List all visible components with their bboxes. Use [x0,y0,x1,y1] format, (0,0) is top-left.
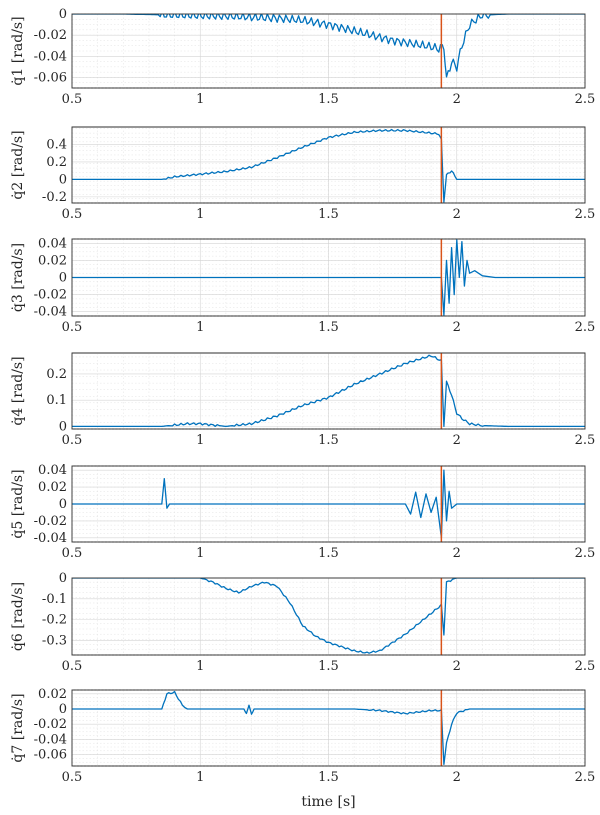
subplot-1: 0 -0.02 -0.04 -0.06 0.5 1 1.5 2 2.5 q̇1 [rad/s] [10,7,595,107]
x-tick-label: 2 [453,433,461,448]
y-tick-label: 0.2 [46,367,67,382]
y-tick-label: 0.04 [38,236,67,251]
x-tick-label: 0.5 [62,207,83,222]
y-tick-label: 0.02 [38,480,67,495]
y-tick-label: 0.4 [46,137,67,152]
y-tick-label: 0 [59,571,67,586]
subplot-3: 0.04 0.02 0 -0.02 -0.040.5 1 1.5 2 2.5 q̇3 [rad/s… [10,236,595,335]
y-tick-label: 0 [59,271,67,286]
x-tick-label: 1 [196,770,204,785]
y-tick-label: -0.1 [42,592,67,607]
x-tick-label: 1.5 [318,659,339,674]
x-tick-label: 0.5 [62,320,83,335]
x-tick-label: 2 [453,92,461,107]
y-axis-label: q̇5 [rad/s] [10,469,26,538]
subplot-6: 0 -0.1 -0.2 -0.3 0.5 1 1.5 2 2.5 q̇6 [rad/s] [10,571,595,674]
subplot-7: 0.020-0.02-0.04-0.06 0.5 1 1.5 2 2.5 q̇7 [rad/… [10,687,595,785]
y-tick-label: 0 [59,7,67,22]
x-tick-label: 2.5 [575,320,596,335]
y-tick-label: -0.02 [34,288,67,303]
y-tick-label: -0.04 [34,49,67,64]
subplot-2: 0.4 0.2 0 -0.2 0.5 1 1.5 2 2.5 q̇2 [rad/s] [10,126,596,222]
x-tick-label: 2.5 [575,92,596,107]
y-axis-label: q̇4 [rad/s] [10,356,26,425]
x-tick-label: 2.5 [575,659,596,674]
x-tick-label: 1.5 [318,433,339,448]
x-tick-label: 2 [453,770,461,785]
x-tick-label: 1.5 [318,92,339,107]
x-tick-label: 0.5 [62,659,83,674]
series-line-q6 [72,578,585,654]
x-tick-label: 2.5 [575,770,596,785]
x-tick-label: 0.5 [62,770,83,785]
y-axis-label: q̇2 [rad/s] [10,130,26,199]
subplot-5: 0.04 0.02 0 -0.02 -0.040.5 1 1.5 2 2.5 q̇5 [rad/s… [10,463,595,561]
y-tick-label: -0.2 [42,613,67,628]
x-tick-label: 1 [196,659,204,674]
x-tick-label: 1.5 [318,770,339,785]
y-tick-label: 0.1 [46,393,67,408]
x-tick-label: 2.5 [575,433,596,448]
x-tick-label: 1 [196,207,204,222]
y-axis-label: q̇6 [rad/s] [10,582,26,651]
series-line-q4 [72,354,585,428]
y-axis-label: q̇3 [rad/s] [10,243,26,312]
y-tick-label: -0.3 [42,633,67,648]
y-tick-label: 0 [59,419,67,434]
y-tick-label: -0.02 [34,28,67,43]
y-tick-label: 0 [59,702,67,717]
y-tick-label: -0.02 [34,514,67,529]
y-tick-label: -0.04 [34,732,67,747]
y-axis-label: q̇1 [rad/s] [10,16,26,85]
y-tick-label: 0.02 [38,687,67,702]
series-line-q2 [72,128,585,203]
x-tick-label: 1.5 [318,546,339,561]
y-tick-label: 0.02 [38,253,67,268]
x-tick-label: 1.5 [318,320,339,335]
y-tick-label: 0.04 [38,463,67,478]
y-tick-label: -0.04 [34,305,67,320]
y-axis-label: q̇7 [rad/s] [10,693,26,762]
x-tick-label: 2 [453,207,461,222]
x-tick-label: 0.5 [62,546,83,561]
subplot-4: 0.2 0.1 00.5 1 1.5 2 2.5 q̇4 [rad/s] [10,352,596,448]
x-tick-label: 2.5 [575,207,596,222]
x-tick-label: 2.5 [575,546,596,561]
series-line-q7 [72,690,585,766]
x-tick-label: 1 [196,92,204,107]
x-tick-label: 2 [453,546,461,561]
y-tick-label: 0 [59,497,67,512]
series-line-q5 [72,469,585,539]
y-tick-label: -0.2 [42,190,67,205]
x-tick-label: 1 [196,546,204,561]
y-tick-label: -0.06 [34,70,67,85]
x-tick-label: 1 [196,320,204,335]
x-tick-label: 2 [453,659,461,674]
x-tick-label: 1.5 [318,207,339,222]
x-tick-label: 1 [196,433,204,448]
y-tick-label: 0 [59,172,67,187]
y-tick-label: 0.2 [46,155,67,170]
series-line-q3 [72,239,585,316]
y-tick-label: -0.04 [34,531,67,546]
x-axis-label: time [s] [301,794,355,810]
x-tick-label: 0.5 [62,92,83,107]
x-tick-label: 2 [453,320,461,335]
y-tick-label: -0.06 [34,748,67,763]
x-tick-label: 0.5 [62,433,83,448]
y-tick-label: -0.02 [34,717,67,732]
